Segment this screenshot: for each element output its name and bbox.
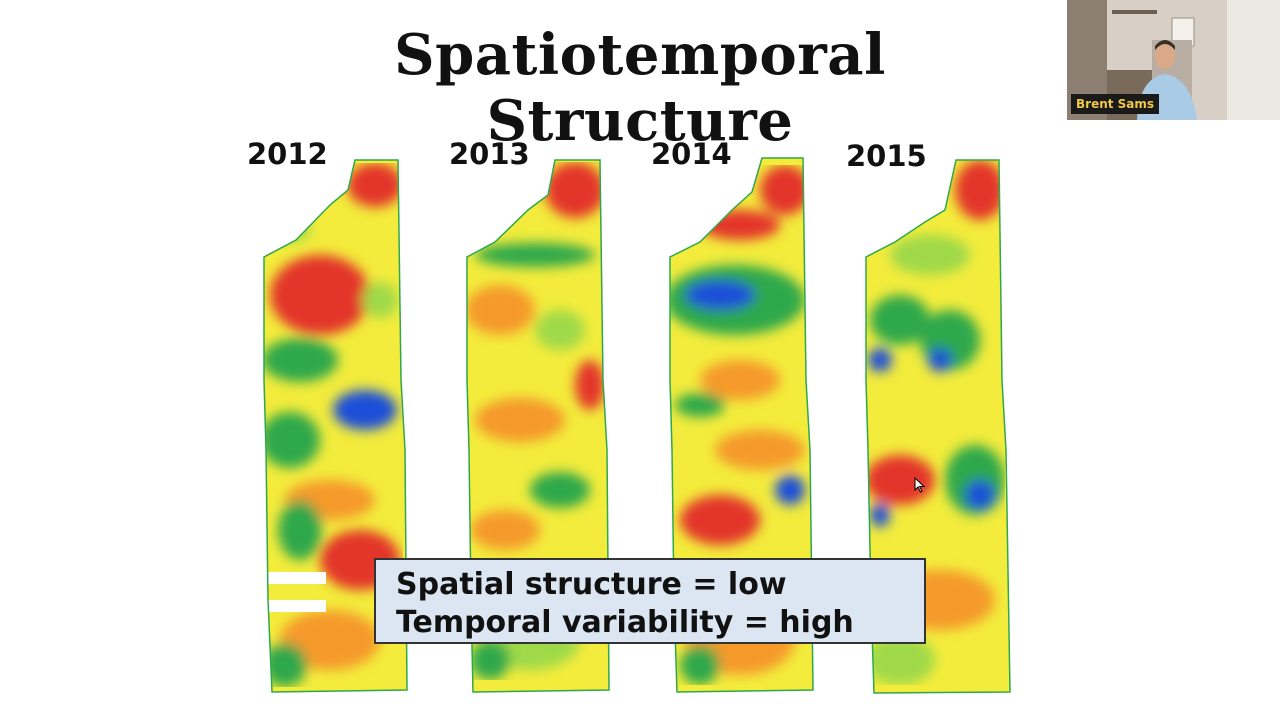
year-label-2013: 2013 [449,137,530,171]
caption-line-temporal: Temporal variability = high [396,605,854,640]
yield-map-2012 [264,160,407,692]
slide-title: Spatiotemporal Structure [394,22,886,154]
caption-box: Spatial structure = low Temporal variabi… [374,558,926,644]
mouse-cursor-icon [914,477,926,493]
year-label-2015: 2015 [846,139,927,173]
presenter-video-tile[interactable]: Brent Sams [1067,0,1280,120]
year-label-2014: 2014 [651,137,732,171]
presenter-name-badge: Brent Sams [1071,94,1160,114]
year-label-2012: 2012 [247,137,328,171]
caption-line-spatial: Spatial structure = low [396,567,787,602]
